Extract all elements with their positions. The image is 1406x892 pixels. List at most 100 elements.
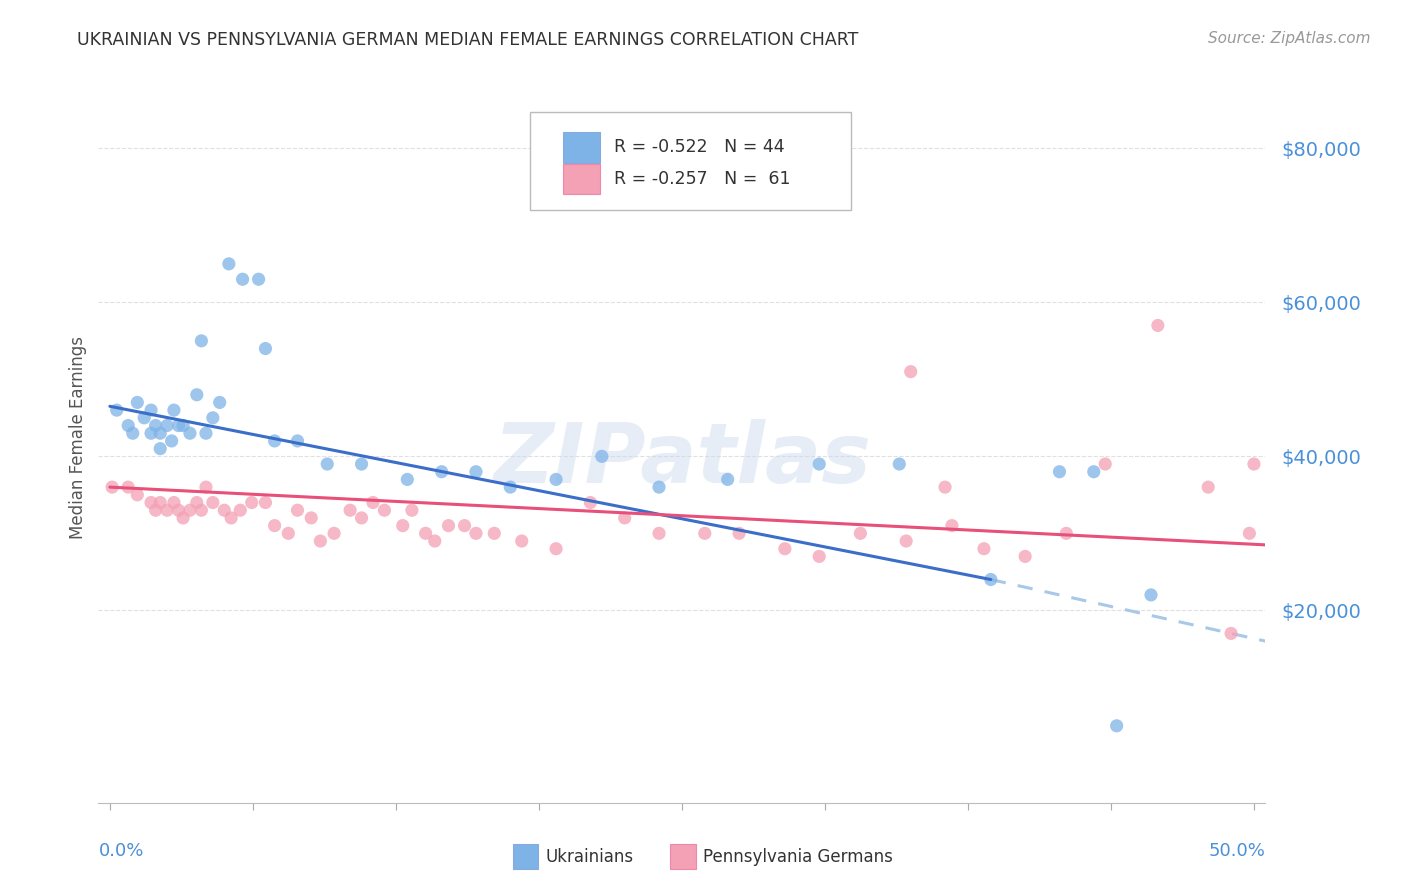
Point bbox=[423, 534, 446, 549]
Point bbox=[648, 526, 671, 541]
Point bbox=[465, 526, 488, 541]
Point bbox=[194, 426, 217, 441]
Point bbox=[437, 518, 460, 533]
Point bbox=[287, 434, 309, 448]
Point bbox=[287, 503, 309, 517]
Point bbox=[415, 526, 437, 541]
Point bbox=[980, 573, 1002, 587]
Point bbox=[350, 457, 373, 471]
Point bbox=[339, 503, 361, 517]
Point bbox=[484, 526, 506, 541]
Point bbox=[717, 472, 740, 486]
Text: Pennsylvania Germans: Pennsylvania Germans bbox=[703, 848, 893, 866]
Point bbox=[849, 526, 872, 541]
FancyBboxPatch shape bbox=[530, 112, 851, 211]
Text: ZIPatlas: ZIPatlas bbox=[494, 418, 870, 500]
Point bbox=[316, 457, 339, 471]
Point bbox=[263, 518, 285, 533]
Point bbox=[361, 495, 384, 509]
Point bbox=[1049, 465, 1071, 479]
Point bbox=[240, 495, 263, 509]
Point bbox=[544, 472, 567, 486]
Point bbox=[579, 495, 602, 509]
Point bbox=[510, 534, 533, 549]
Point bbox=[373, 503, 395, 517]
Point bbox=[247, 272, 270, 286]
Point bbox=[149, 442, 172, 456]
Point bbox=[1054, 526, 1077, 541]
Text: UKRAINIAN VS PENNSYLVANIA GERMAN MEDIAN FEMALE EARNINGS CORRELATION CHART: UKRAINIAN VS PENNSYLVANIA GERMAN MEDIAN … bbox=[77, 31, 859, 49]
Point bbox=[167, 418, 190, 433]
Point bbox=[263, 434, 285, 448]
Point bbox=[309, 534, 332, 549]
Point bbox=[1083, 465, 1105, 479]
Point bbox=[299, 511, 322, 525]
Bar bbox=[562, 132, 600, 163]
Point bbox=[219, 511, 242, 525]
Point bbox=[889, 457, 911, 471]
Point bbox=[323, 526, 346, 541]
Point bbox=[894, 534, 917, 549]
Point bbox=[201, 495, 224, 509]
Point bbox=[900, 365, 922, 379]
Point bbox=[163, 495, 186, 509]
Bar bbox=[671, 845, 696, 869]
Point bbox=[1239, 526, 1261, 541]
Point bbox=[117, 480, 139, 494]
Point bbox=[396, 472, 419, 486]
Point bbox=[194, 480, 217, 494]
Point bbox=[127, 395, 149, 409]
Point bbox=[214, 503, 236, 517]
Point bbox=[430, 465, 453, 479]
Point bbox=[160, 434, 183, 448]
Point bbox=[121, 426, 143, 441]
Point bbox=[934, 480, 956, 494]
Bar bbox=[513, 845, 538, 869]
Point bbox=[167, 503, 190, 517]
Point bbox=[613, 511, 636, 525]
Point bbox=[229, 503, 252, 517]
Point bbox=[465, 465, 488, 479]
Point bbox=[172, 418, 194, 433]
Point bbox=[149, 426, 172, 441]
Point bbox=[728, 526, 751, 541]
Y-axis label: Median Female Earnings: Median Female Earnings bbox=[69, 335, 87, 539]
Point bbox=[101, 480, 124, 494]
Point bbox=[208, 395, 231, 409]
Text: Ukrainians: Ukrainians bbox=[546, 848, 634, 866]
Point bbox=[139, 426, 162, 441]
Point bbox=[1243, 457, 1265, 471]
Text: Source: ZipAtlas.com: Source: ZipAtlas.com bbox=[1208, 31, 1371, 46]
Point bbox=[201, 410, 224, 425]
Text: R = -0.257   N =  61: R = -0.257 N = 61 bbox=[614, 169, 790, 188]
Point bbox=[232, 272, 254, 286]
Text: 0.0%: 0.0% bbox=[98, 842, 143, 860]
Point bbox=[648, 480, 671, 494]
Point bbox=[145, 418, 167, 433]
Point bbox=[1220, 626, 1243, 640]
Point bbox=[254, 495, 277, 509]
Point bbox=[453, 518, 475, 533]
Point bbox=[156, 503, 179, 517]
Point bbox=[693, 526, 716, 541]
Point bbox=[105, 403, 128, 417]
Point bbox=[139, 495, 162, 509]
Point bbox=[145, 503, 167, 517]
Point bbox=[186, 495, 208, 509]
Point bbox=[808, 457, 831, 471]
Point bbox=[277, 526, 299, 541]
Text: R = -0.522   N = 44: R = -0.522 N = 44 bbox=[614, 138, 785, 156]
Point bbox=[1197, 480, 1219, 494]
Point bbox=[350, 511, 373, 525]
Point bbox=[190, 334, 212, 348]
Point bbox=[808, 549, 831, 564]
Point bbox=[1147, 318, 1170, 333]
Point bbox=[254, 342, 277, 356]
Point bbox=[773, 541, 796, 556]
Point bbox=[1105, 719, 1128, 733]
Point bbox=[391, 518, 413, 533]
Point bbox=[127, 488, 149, 502]
Bar bbox=[562, 163, 600, 194]
Point bbox=[218, 257, 240, 271]
Point bbox=[941, 518, 963, 533]
